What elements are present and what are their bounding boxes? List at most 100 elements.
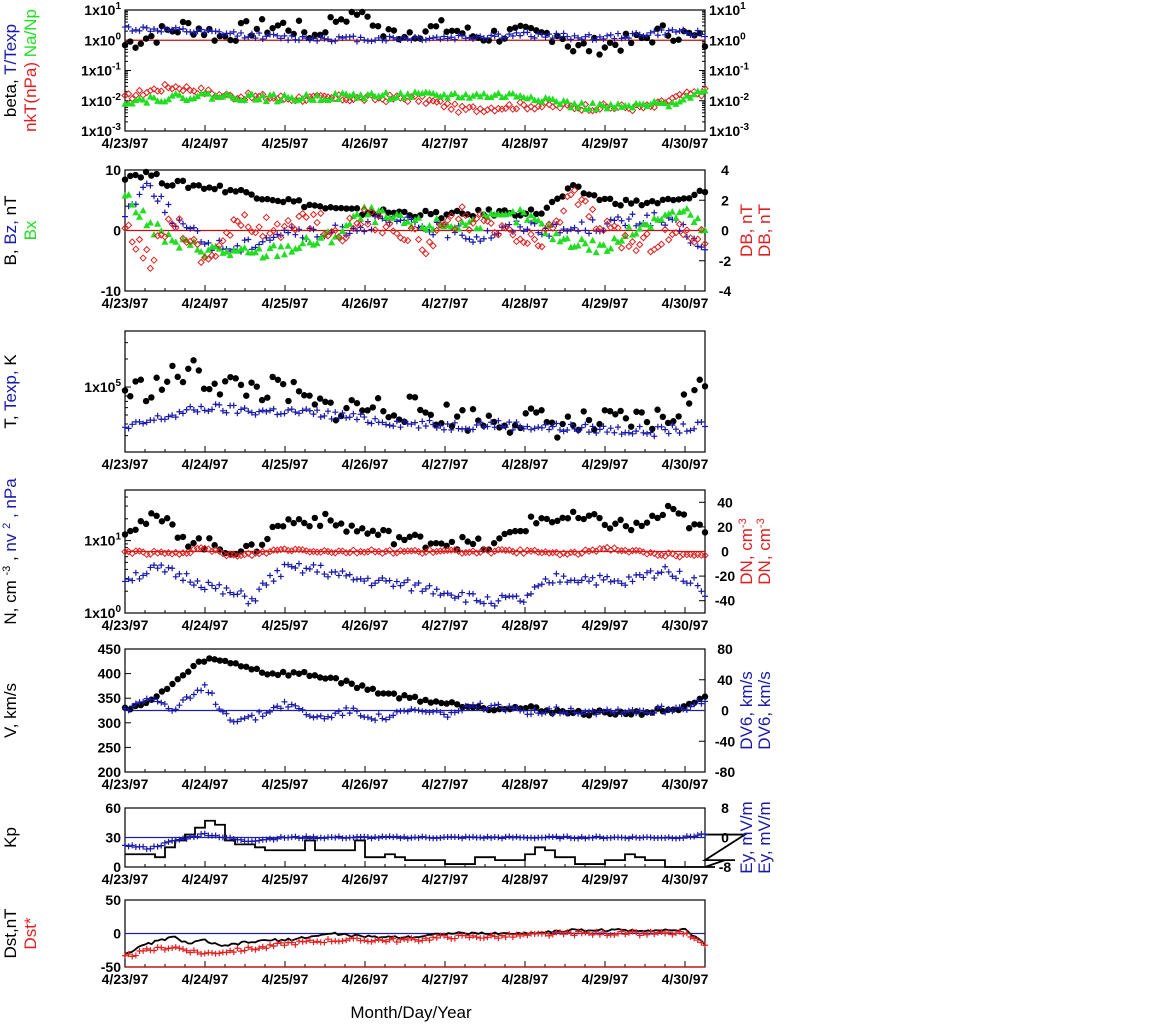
x-tick-label: 4/23/97 [102,295,149,311]
data-point [390,690,398,697]
data-point [122,952,128,959]
data-point [386,422,393,429]
data-point [195,367,203,374]
data-point [125,576,132,583]
data-point [499,835,505,842]
data-point [622,34,629,41]
data-point [256,708,263,715]
data-point [209,582,215,589]
data-point [346,220,354,227]
data-point [412,582,418,589]
data-point [317,548,325,556]
data-point [140,420,147,427]
data-point [546,705,553,712]
x-tick-label: 4/25/97 [262,295,309,311]
data-point [415,214,423,221]
data-point [607,546,615,554]
data-point [430,708,437,715]
data-point [511,24,519,31]
data-point [557,929,563,936]
data-point [488,834,495,841]
data-point [161,209,168,216]
data-point [570,548,579,556]
data-point [665,102,673,110]
data-point [222,228,231,237]
data-point [664,32,672,39]
data-point [263,836,270,843]
data-point [400,94,408,101]
data-point [491,424,498,431]
data-point [401,34,408,41]
data-point [477,598,484,605]
data-point [317,209,325,218]
data-point [556,237,564,245]
y-tick-label: 30 [105,830,121,846]
data-point [522,410,529,417]
data-point [448,538,456,546]
data-point [615,30,621,37]
data-point [219,31,226,38]
data-point [375,711,382,718]
data-point [433,424,440,431]
data-point [375,834,382,841]
data-point [473,934,480,941]
data-point [290,378,297,386]
data-point [303,711,310,718]
series-DB [121,186,709,273]
data-point [198,687,205,694]
series-Na/Np [121,87,709,113]
data-point [303,565,310,572]
data-point [386,33,393,40]
data-point [277,545,285,554]
data-point [459,210,466,217]
data-point [604,932,611,939]
x-tick-label: 4/29/97 [582,135,629,151]
data-point [491,91,499,98]
data-point [691,425,698,432]
data-point [541,548,550,556]
data-point [154,698,161,705]
data-point [592,225,600,233]
data-point [132,378,139,385]
data-point [466,703,473,710]
data-point [419,418,426,425]
data-point [172,573,179,580]
series-nkT [121,80,709,117]
data-point [306,201,313,209]
data-point [643,199,651,207]
data-point [216,657,224,664]
data-point [564,833,571,840]
data-point [480,235,487,242]
data-point [243,663,250,670]
x-tick-label: 4/29/97 [582,971,629,987]
data-point [622,196,630,204]
data-point [658,703,665,710]
data-point [335,414,342,421]
data-point [585,512,593,519]
data-point [237,381,245,389]
y-axis-label-line: Dst,nT [1,908,20,958]
data-point [183,835,190,842]
data-point [327,399,334,406]
data-point [464,538,471,545]
data-point [270,90,278,98]
data-point [256,945,263,952]
data-point [354,416,360,423]
data-point [163,515,171,522]
y2-tick-label: -2 [719,253,732,269]
data-point [124,90,133,98]
data-point [390,712,397,719]
data-point [209,406,215,413]
data-point [273,220,281,228]
data-point [465,103,474,111]
data-point [343,404,350,412]
data-point [643,519,651,526]
data-point [259,35,266,42]
data-point [137,376,145,383]
data-point [241,715,248,722]
data-point [649,39,656,46]
data-point [438,540,445,547]
data-point [269,373,276,381]
data-point [596,514,603,522]
data-point [380,526,387,534]
